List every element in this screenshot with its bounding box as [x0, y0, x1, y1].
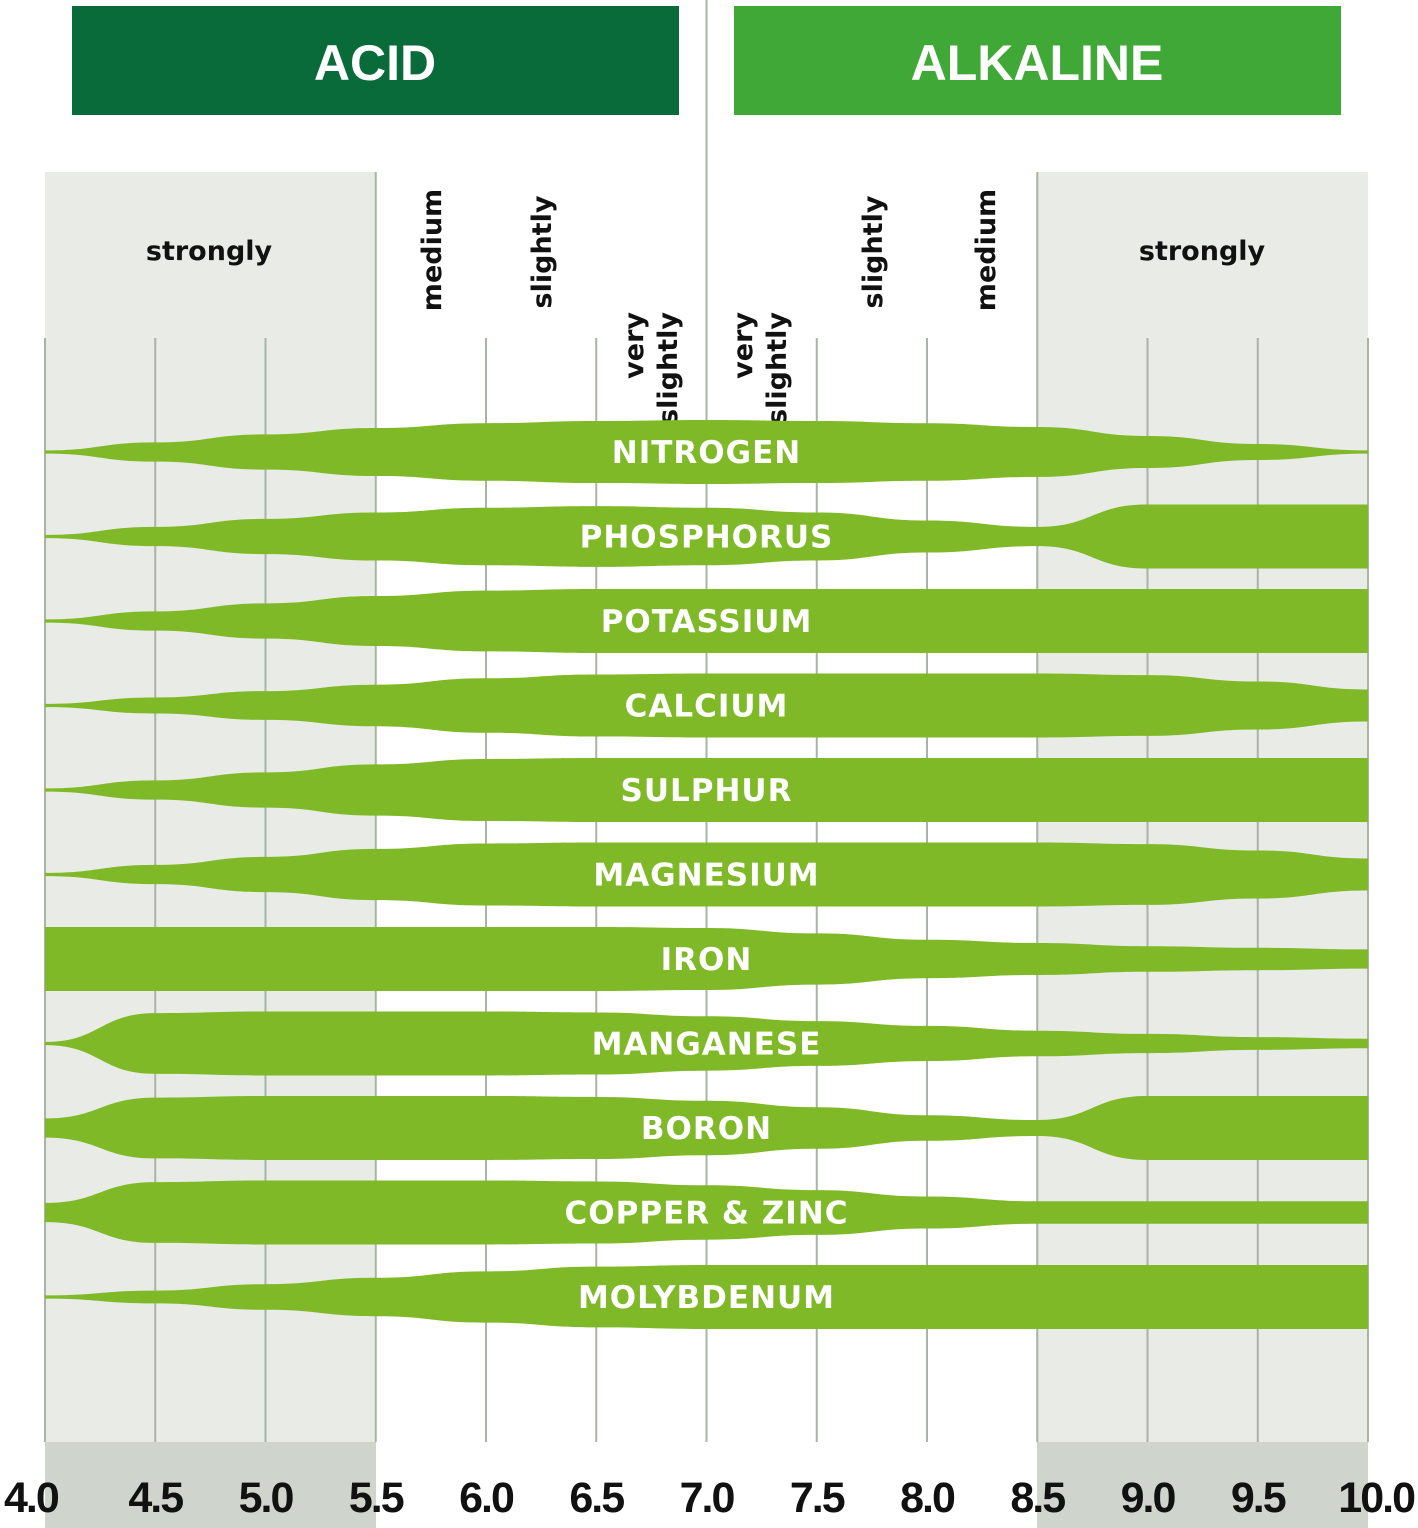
- tick-label-7.0: 7.0: [680, 1474, 735, 1522]
- band-potassium: [45, 589, 1368, 653]
- tick-label-8.0: 8.0: [900, 1474, 955, 1522]
- strongly-alkaline-axis-shade: [1037, 1442, 1368, 1528]
- tick-label-10.0: 10.0: [1338, 1474, 1415, 1522]
- tick-label-4.0: 4.0: [4, 1474, 59, 1522]
- zone-acid-very-slightly: slightly: [653, 312, 684, 425]
- strongly-acid-axis-shade: [45, 1442, 376, 1528]
- band-label-nitrogen: NITROGEN: [612, 435, 801, 471]
- nutrient-bands: NITROGEN PHOSPHORUS POTASSIUM CALCIUM SULPHU…: [45, 420, 1368, 1329]
- acid-label: ACID: [314, 35, 436, 91]
- tick-label-5.5: 5.5: [349, 1474, 404, 1522]
- band-label-potassium: POTASSIUM: [601, 604, 813, 640]
- tick-label-9.0: 9.0: [1121, 1474, 1176, 1522]
- alkaline-banner: [734, 6, 1341, 115]
- band-label-manganese: MANGANESE: [592, 1027, 822, 1063]
- band-manganese: [45, 1011, 1368, 1076]
- band-sulphur: [45, 758, 1368, 822]
- band-calcium: [45, 673, 1368, 738]
- band-phosphorus: [45, 504, 1368, 569]
- zone-acid-slightly: slightly: [527, 195, 558, 308]
- tick-label-5.0: 5.0: [239, 1474, 294, 1522]
- tick-label-6.5: 6.5: [569, 1474, 624, 1522]
- band-magnesium: [45, 842, 1368, 907]
- band-nitrogen: [45, 420, 1368, 484]
- band-label-sulphur: SULPHUR: [621, 773, 793, 809]
- band-label-copper-zinc: COPPER & ZINC: [565, 1196, 849, 1232]
- band-label-molybdenum: MOLYBDENUM: [578, 1280, 835, 1316]
- band-label-magnesium: MAGNESIUM: [593, 858, 819, 894]
- acid-banner: [72, 6, 679, 115]
- zone-acid-medium: medium: [417, 189, 448, 311]
- zone-alk-slightly: slightly: [858, 195, 889, 308]
- band-label-boron: BORON: [641, 1111, 772, 1147]
- tick-label-4.5: 4.5: [128, 1474, 183, 1522]
- zone-acid-strongly: strongly: [146, 236, 273, 267]
- zone-acid-very: very: [619, 312, 650, 379]
- zone-alk-very: very: [728, 312, 759, 379]
- alkaline-label: ALKALINE: [911, 35, 1164, 91]
- band-copper-zinc: [45, 1180, 1368, 1245]
- zone-alk-strongly: strongly: [1139, 236, 1266, 267]
- tick-label-8.5: 8.5: [1010, 1474, 1065, 1522]
- band-label-iron: IRON: [661, 942, 753, 978]
- ph-axis: 4.0 4.5 5.0 5.5 6.0 6.5 7.0 7.5 8.0 8.5 9.0 9.5 10.0: [4, 1474, 1417, 1522]
- band-boron: [45, 1096, 1368, 1160]
- band-molybdenum: [45, 1265, 1368, 1329]
- zone-alk-very-slightly: slightly: [762, 312, 793, 425]
- band-iron: [45, 927, 1368, 991]
- tick-label-9.5: 9.5: [1231, 1474, 1286, 1522]
- tick-label-7.5: 7.5: [790, 1474, 845, 1522]
- band-label-phosphorus: PHOSPHORUS: [580, 520, 834, 556]
- tick-label-6.0: 6.0: [459, 1474, 514, 1522]
- zone-alk-medium: medium: [971, 189, 1002, 311]
- band-label-calcium: CALCIUM: [625, 689, 789, 725]
